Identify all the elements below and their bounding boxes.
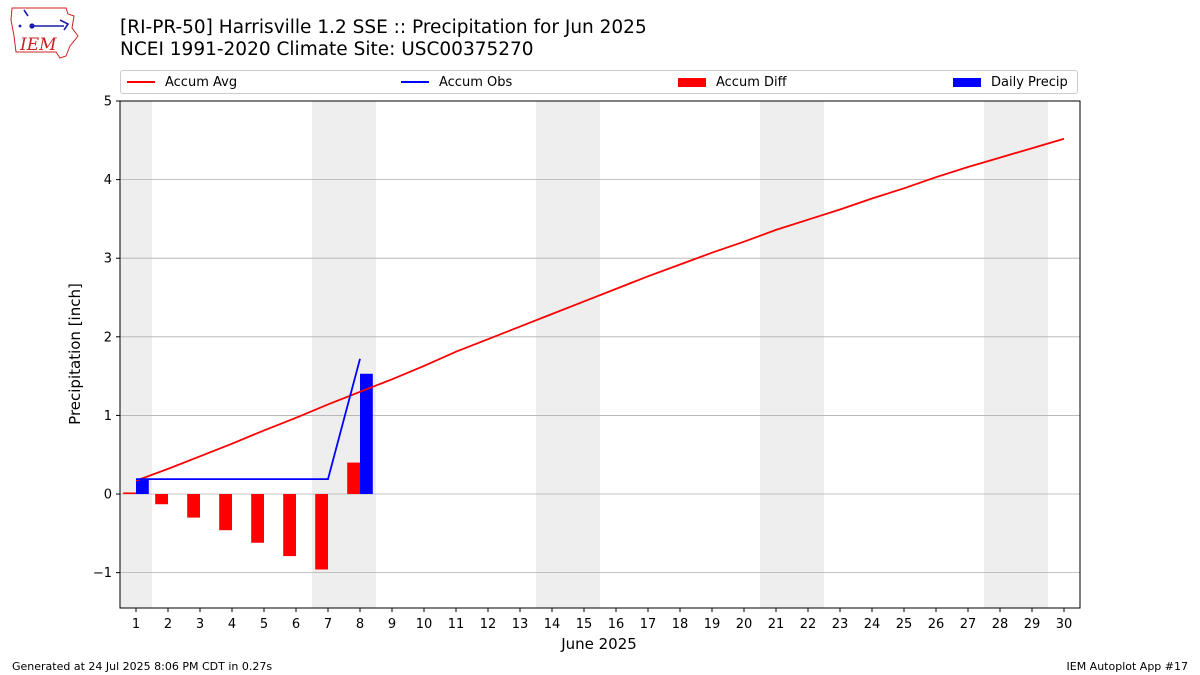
x-tick-label: 24: [864, 617, 881, 632]
x-tick-label: 20: [736, 617, 753, 632]
y-tick-label: −1: [93, 566, 112, 581]
x-axis-label: June 2025: [560, 635, 637, 653]
x-tick-label: 6: [292, 617, 300, 632]
x-tick-label: 5: [260, 617, 268, 632]
bars: [123, 373, 373, 570]
x-tick-label: 13: [512, 617, 529, 632]
chart-subtitle: NCEI 1991-2020 Climate Site: USC00375270: [120, 39, 534, 60]
y-tick-label: 3: [104, 252, 112, 267]
legend-label-daily-precip: Daily Precip: [991, 74, 1068, 90]
x-tick-label: 30: [1056, 617, 1073, 632]
x-tick-label: 16: [608, 617, 625, 632]
x-tick-label: 23: [832, 617, 849, 632]
accum-diff-bar: [155, 494, 168, 505]
x-tick-label: 29: [1024, 617, 1041, 632]
y-axis-label: Precipitation [inch]: [66, 283, 84, 425]
x-tick-label: 4: [228, 617, 236, 632]
x-tick-label: 12: [480, 617, 497, 632]
legend-label-accum-obs: Accum Obs: [439, 74, 513, 90]
x-tick-label: 11: [448, 617, 465, 632]
x-tick-label: 15: [576, 617, 593, 632]
iem-logo: IEM: [10, 7, 79, 59]
legend-swatch-daily-precip: [953, 77, 981, 87]
accum-diff-bar: [251, 494, 264, 543]
footer-generated: Generated at 24 Jul 2025 8:06 PM CDT in …: [12, 660, 273, 673]
legend-label-accum-avg: Accum Avg: [165, 74, 238, 90]
x-tick-label: 8: [356, 617, 364, 632]
legend-swatch-accum-obs: [401, 81, 429, 83]
y-tick-label: 2: [104, 330, 112, 345]
accum-diff-bar: [315, 494, 328, 570]
logo-text: IEM: [19, 35, 57, 55]
legend-item-accum-obs: Accum Obs: [401, 71, 512, 93]
daily-precip-bar: [360, 373, 373, 495]
x-tick-label: 25: [896, 617, 913, 632]
accum-diff-bar: [123, 492, 136, 495]
legend-swatch-accum-diff: [678, 77, 706, 87]
daily-precip-bar: [136, 479, 149, 495]
legend-item-daily-precip: Daily Precip: [953, 71, 1068, 93]
y-tick-label: 5: [104, 95, 112, 110]
y-axis-ticks: −1 0 1 2 3 4 5: [93, 95, 120, 581]
x-tick-label: 7: [324, 617, 332, 632]
x-tick-label: 22: [800, 617, 817, 632]
accum-diff-bar: [347, 462, 360, 495]
y-tick-label: 4: [104, 173, 112, 188]
x-tick-label: 3: [196, 617, 204, 632]
accum-avg-line: [135, 137, 1065, 482]
x-tick-label: 18: [672, 617, 689, 632]
legend: Accum Avg Accum Obs Accum Diff Daily Pre…: [120, 70, 1078, 94]
legend-swatch-accum-avg: [127, 81, 155, 83]
lines: [135, 137, 1065, 482]
x-tick-label: 10: [416, 617, 433, 632]
x-tick-label: 1: [132, 617, 140, 632]
footer-app: IEM Autoplot App #17: [1066, 660, 1189, 673]
x-tick-label: 14: [544, 617, 561, 632]
x-tick-label: 21: [768, 617, 785, 632]
x-tick-label: 26: [928, 617, 945, 632]
x-tick-label: 17: [640, 617, 657, 632]
weekend-band: [536, 101, 600, 608]
x-tick-label: 19: [704, 617, 721, 632]
x-axis-ticks: 1 2 3 4 5 6 7 8 9 10 11 12 13 14 15 16 17 18 19 20 21 22 23 24 2…: [132, 608, 1072, 632]
legend-item-accum-avg: Accum Avg: [127, 71, 237, 93]
accum-obs-line: [136, 358, 361, 481]
weekend-band: [984, 101, 1048, 608]
legend-label-accum-diff: Accum Diff: [716, 74, 787, 90]
x-tick-label: 27: [960, 617, 977, 632]
legend-item-accum-diff: Accum Diff: [678, 71, 787, 93]
chart-title: [RI-PR-50] Harrisville 1.2 SSE :: Precip…: [120, 17, 647, 38]
y-tick-label: 0: [104, 488, 112, 503]
accum-diff-bar: [283, 494, 296, 557]
x-tick-label: 2: [164, 617, 172, 632]
x-tick-label: 28: [992, 617, 1009, 632]
accum-diff-bar: [187, 494, 200, 518]
y-tick-label: 1: [104, 409, 112, 424]
weekend-band: [760, 101, 824, 608]
plot-frame: [119, 100, 1081, 609]
x-tick-label: 9: [388, 617, 396, 632]
accum-diff-bar: [219, 494, 232, 531]
weekend-band: [120, 101, 152, 608]
